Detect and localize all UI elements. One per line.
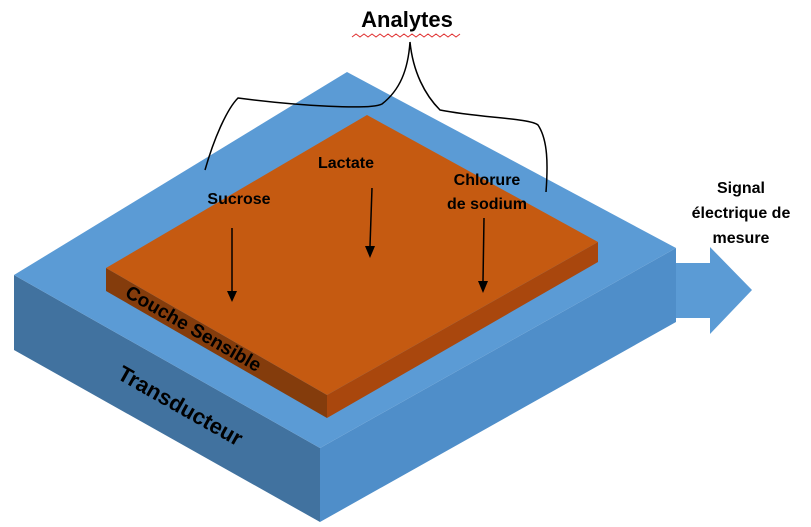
lactate-arrow — [369, 187, 373, 247]
sensing-front-face — [106, 268, 327, 418]
analyte-arrows — [227, 187, 488, 302]
lactate-arrowhead — [365, 246, 375, 258]
analyte-label-chlorure-line1: Chlorure — [454, 172, 521, 189]
chlorure-arrow — [482, 217, 485, 282]
analytes-title: Analytes — [361, 7, 453, 32]
analyte-label-lactate: Lactate — [318, 155, 374, 172]
analytes-brace — [204, 41, 548, 193]
spellcheck-underline — [351, 33, 461, 38]
signal-label-line2: électrique de — [692, 205, 791, 222]
signal-label-line3: mesure — [713, 230, 770, 247]
signal-arrow — [676, 247, 752, 334]
sensing-right-face — [327, 242, 598, 418]
transducer-right-face — [320, 248, 676, 522]
analyte-label-chlorure-line2: de sodium — [447, 196, 527, 213]
transducer-front-face — [14, 275, 320, 522]
sensing-top-face — [106, 115, 598, 395]
analyte-label-sucrose: Sucrose — [207, 191, 270, 208]
chlorure-arrowhead — [478, 281, 488, 293]
signal-label-line1: Signal — [717, 180, 765, 197]
sucrose-arrowhead — [227, 291, 237, 302]
sensing-layer — [106, 115, 598, 418]
